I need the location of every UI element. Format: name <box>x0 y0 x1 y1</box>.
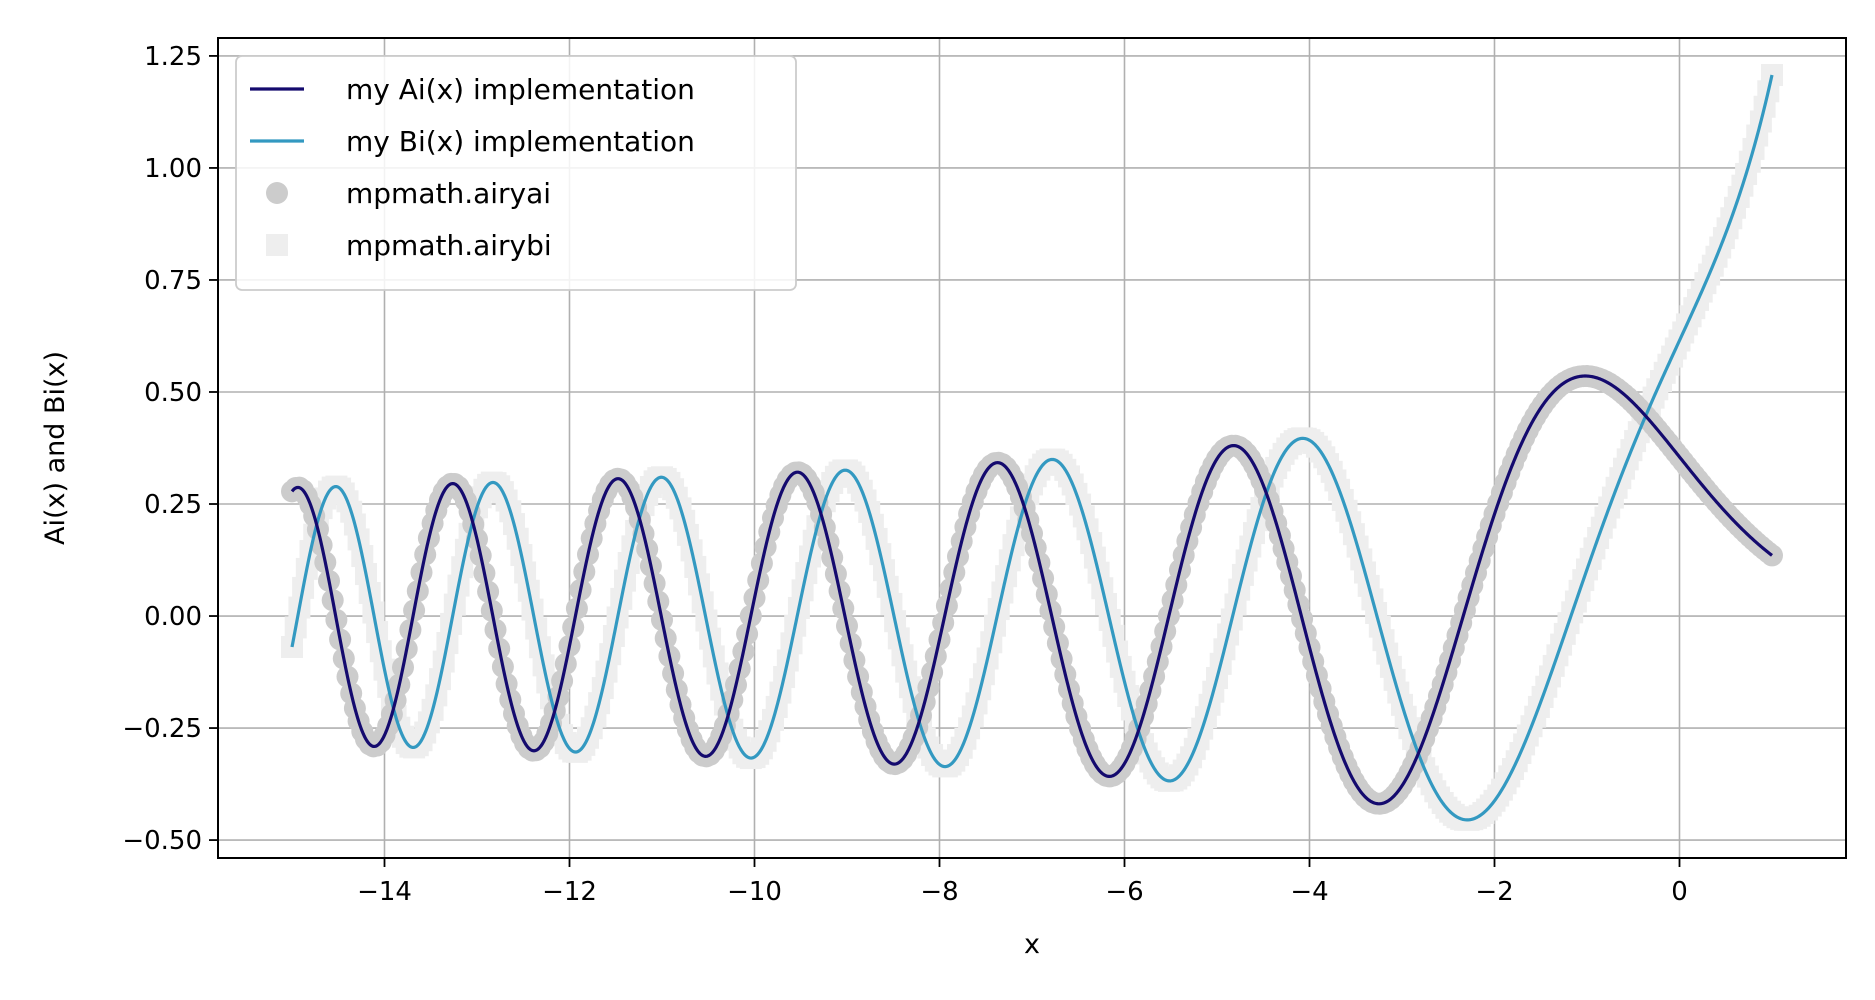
x-axis-label: x <box>1024 929 1040 960</box>
y-tick-label: 0.00 <box>144 602 202 632</box>
legend-box <box>235 55 797 291</box>
y-tick-label: 0.25 <box>144 490 202 520</box>
legend-item: my Ai(x) implementation <box>250 73 695 106</box>
series-ai-reference-markers <box>281 365 1783 815</box>
legend-item: mpmath.airybi <box>266 229 552 262</box>
legend-label: mpmath.airyai <box>346 177 551 210</box>
series-lines <box>290 74 1774 822</box>
y-tick-label: −0.50 <box>122 826 202 856</box>
legend-item: my Bi(x) implementation <box>250 125 695 158</box>
y-axis-label: Ai(x) and Bi(x) <box>40 351 71 545</box>
y-tick-label: 1.25 <box>144 42 202 72</box>
x-tick-label: −2 <box>1475 877 1513 907</box>
series-line-ai <box>290 374 1773 806</box>
x-tick-label: −14 <box>357 877 412 907</box>
x-tick-label: −8 <box>920 877 958 907</box>
y-tick-label: 0.75 <box>144 266 202 296</box>
x-tick-label: 0 <box>1671 877 1688 907</box>
axis-ticks: −14 −12 −10 −8 −6 −4 −2 0 −0.50 −0.25 0.00 0.25 0.50… <box>122 42 1687 907</box>
legend-label: my Ai(x) implementation <box>346 73 695 106</box>
plot-frame <box>217 37 1847 859</box>
x-tick-label: −12 <box>542 877 597 907</box>
series-line-bi <box>290 74 1774 822</box>
y-tick-label: −0.25 <box>122 714 202 744</box>
x-tick-label: −6 <box>1105 877 1143 907</box>
x-tick-label: −4 <box>1290 877 1328 907</box>
legend: my Ai(x) implementation my Bi(x) implemen… <box>235 55 797 291</box>
legend-circle-swatch <box>266 182 288 204</box>
x-tick-label: −10 <box>727 877 782 907</box>
legend-label: mpmath.airybi <box>346 229 552 262</box>
legend-label: my Bi(x) implementation <box>346 125 695 158</box>
y-tick-label: 0.50 <box>144 378 202 408</box>
legend-item: mpmath.airyai <box>266 177 551 210</box>
y-tick-label: 1.00 <box>144 154 202 184</box>
legend-square-swatch <box>266 234 288 256</box>
